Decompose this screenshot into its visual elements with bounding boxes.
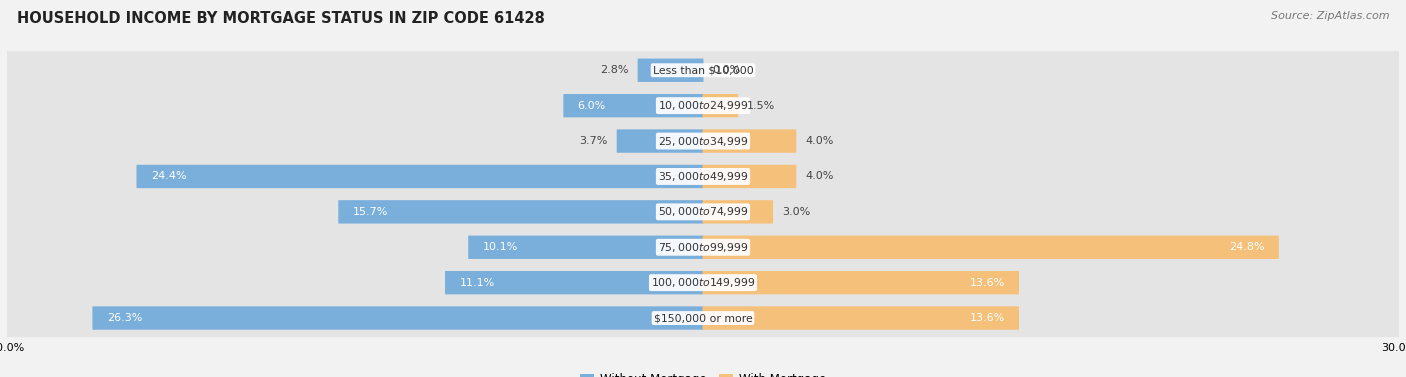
FancyBboxPatch shape	[0, 299, 1406, 337]
Text: 24.8%: 24.8%	[1229, 242, 1264, 252]
FancyBboxPatch shape	[446, 271, 703, 294]
Text: 13.6%: 13.6%	[969, 313, 1004, 323]
Text: 24.4%: 24.4%	[150, 172, 187, 181]
FancyBboxPatch shape	[703, 307, 1019, 330]
Text: 6.0%: 6.0%	[578, 101, 606, 111]
FancyBboxPatch shape	[0, 157, 1406, 196]
FancyBboxPatch shape	[0, 51, 1406, 89]
Text: $35,000 to $49,999: $35,000 to $49,999	[658, 170, 748, 183]
FancyBboxPatch shape	[339, 200, 703, 224]
FancyBboxPatch shape	[703, 271, 1019, 294]
Text: $25,000 to $34,999: $25,000 to $34,999	[658, 135, 748, 147]
Text: $150,000 or more: $150,000 or more	[654, 313, 752, 323]
Legend: Without Mortgage, With Mortgage: Without Mortgage, With Mortgage	[581, 372, 825, 377]
FancyBboxPatch shape	[0, 193, 1406, 231]
FancyBboxPatch shape	[0, 122, 1406, 160]
FancyBboxPatch shape	[136, 165, 703, 188]
FancyBboxPatch shape	[468, 236, 703, 259]
Text: $75,000 to $99,999: $75,000 to $99,999	[658, 241, 748, 254]
Text: 11.1%: 11.1%	[460, 277, 495, 288]
Text: $100,000 to $149,999: $100,000 to $149,999	[651, 276, 755, 289]
Text: $50,000 to $74,999: $50,000 to $74,999	[658, 205, 748, 218]
Text: 2.8%: 2.8%	[600, 65, 628, 75]
Text: 1.5%: 1.5%	[747, 101, 775, 111]
FancyBboxPatch shape	[703, 129, 796, 153]
Text: 13.6%: 13.6%	[969, 277, 1004, 288]
Text: 0.0%: 0.0%	[713, 65, 741, 75]
Text: 4.0%: 4.0%	[806, 136, 834, 146]
FancyBboxPatch shape	[0, 228, 1406, 267]
Text: $10,000 to $24,999: $10,000 to $24,999	[658, 99, 748, 112]
Text: 3.7%: 3.7%	[579, 136, 607, 146]
FancyBboxPatch shape	[617, 129, 703, 153]
FancyBboxPatch shape	[637, 58, 703, 82]
FancyBboxPatch shape	[703, 200, 773, 224]
Text: 4.0%: 4.0%	[806, 172, 834, 181]
Text: Source: ZipAtlas.com: Source: ZipAtlas.com	[1271, 11, 1389, 21]
FancyBboxPatch shape	[93, 307, 703, 330]
Text: 26.3%: 26.3%	[107, 313, 142, 323]
FancyBboxPatch shape	[564, 94, 703, 117]
Text: 15.7%: 15.7%	[353, 207, 388, 217]
Text: HOUSEHOLD INCOME BY MORTGAGE STATUS IN ZIP CODE 61428: HOUSEHOLD INCOME BY MORTGAGE STATUS IN Z…	[17, 11, 544, 26]
FancyBboxPatch shape	[703, 236, 1279, 259]
FancyBboxPatch shape	[0, 87, 1406, 125]
FancyBboxPatch shape	[703, 94, 738, 117]
FancyBboxPatch shape	[703, 165, 796, 188]
Text: Less than $10,000: Less than $10,000	[652, 65, 754, 75]
Text: 3.0%: 3.0%	[782, 207, 810, 217]
Text: 10.1%: 10.1%	[482, 242, 517, 252]
FancyBboxPatch shape	[0, 264, 1406, 302]
